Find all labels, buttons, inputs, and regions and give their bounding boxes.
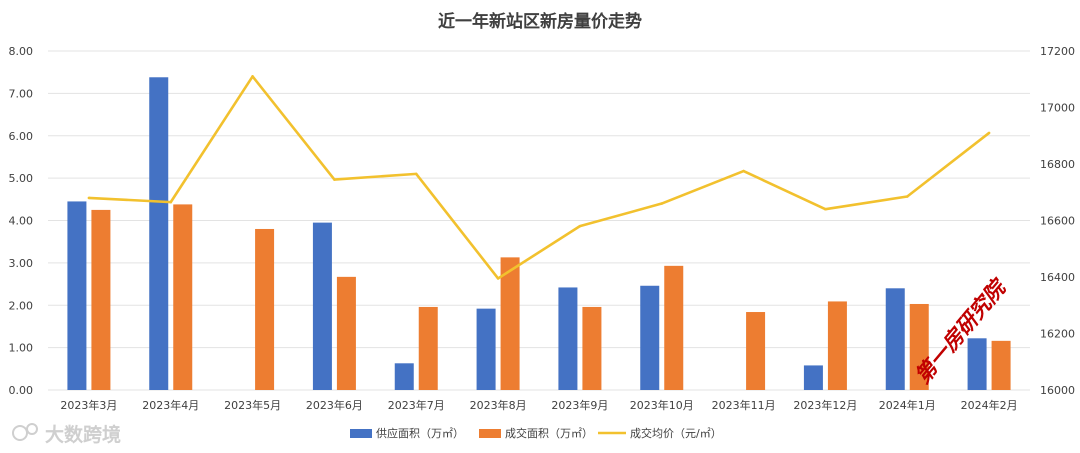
left-tick-label: 0.00 [9,384,34,397]
price-point [905,195,909,198]
chart-title: 近一年新站区新房量价走势 [438,11,642,32]
price-point [87,196,91,200]
supply-bar [394,363,414,390]
brand-logo: 大数跨境 [12,423,121,446]
left-tick-label: 8.00 [9,45,34,58]
legend-label: 供应面积（万㎡） [376,426,464,440]
x-axis: 2023年3月 2023年4月 2023年5月 2023年6月 2023年7月 2023年… [60,398,1017,412]
price-point [578,224,582,228]
right-tick-label: 16200 [1040,328,1075,341]
sales-bar [582,306,602,390]
supply-bar [967,338,987,390]
legend-swatch [350,429,372,438]
right-axis: 16000 16200 16400 16600 16800 17000 17200 [1040,45,1075,397]
price-point [987,131,991,135]
sales-bar [173,204,193,390]
price-point [660,202,664,205]
brand-text: 大数跨境 [45,423,121,446]
left-axis: 0.00 1.00 2.00 3.00 4.00 5.00 6.00 7.00 8.00 [9,45,34,397]
left-tick-label: 4.00 [9,215,34,228]
right-tick-label: 16600 [1040,215,1075,228]
price-series-line [88,75,990,280]
left-tick-label: 5.00 [9,172,34,185]
x-tick-label: 2023年9月 [551,398,608,412]
left-tick-label: 6.00 [9,130,34,143]
price-point [333,178,336,181]
supply-bar [312,222,332,390]
left-tick-label: 7.00 [9,87,34,100]
price-point [251,75,254,78]
sales-bar [991,340,1011,390]
sales-bar [418,306,438,390]
price-point [414,172,418,176]
right-tick-label: 16400 [1040,271,1075,284]
brand-icon-dot [26,423,38,435]
sales-bar [827,301,847,390]
sales-bar [255,228,275,390]
supply-bar [149,77,169,391]
bars [67,77,1011,391]
x-tick-label: 2024年2月 [961,398,1018,412]
sales-bar [500,257,520,390]
x-tick-label: 2023年12月 [793,398,857,412]
supply-bar [558,287,578,390]
price-point [742,169,745,173]
x-tick-label: 2023年3月 [60,398,117,412]
right-tick-label: 16800 [1040,158,1075,171]
x-tick-label: 2023年11月 [712,398,776,412]
supply-bar [803,365,823,390]
sales-bar [909,303,929,390]
left-tick-label: 2.00 [9,299,34,312]
x-tick-label: 2023年4月 [142,398,199,412]
price-line [87,75,991,280]
supply-bar [67,201,87,390]
price-point [169,200,173,204]
x-tick-label: 2023年10月 [630,398,694,412]
legend-label: 成交均价（元/㎡） [630,426,722,440]
x-tick-label: 2024年1月 [879,398,936,412]
supply-bar [640,285,660,390]
right-tick-label: 17000 [1040,102,1075,115]
grid [48,50,1030,391]
legend-label: 成交面积（万㎡） [505,426,593,440]
supply-bar [476,308,496,390]
left-tick-label: 3.00 [9,257,34,270]
legend-swatch [479,429,501,438]
supply-bar [885,288,905,390]
x-tick-label: 2023年8月 [470,398,527,412]
price-point [824,207,827,211]
sales-bar [91,209,111,390]
x-tick-label: 2023年6月 [306,398,363,412]
brand-icon [12,425,28,441]
sales-bar [336,276,356,390]
sales-bar [664,265,684,390]
legend: 供应面积（万㎡） 成交面积（万㎡） 成交均价（元/㎡） [350,426,722,440]
left-tick-label: 1.00 [9,342,34,355]
x-tick-label: 2023年5月 [224,398,281,412]
price-point [496,277,500,280]
x-tick-label: 2023年7月 [388,398,445,412]
sales-bar [746,312,766,390]
right-tick-label: 17200 [1040,45,1075,58]
right-tick-label: 16000 [1040,384,1075,397]
